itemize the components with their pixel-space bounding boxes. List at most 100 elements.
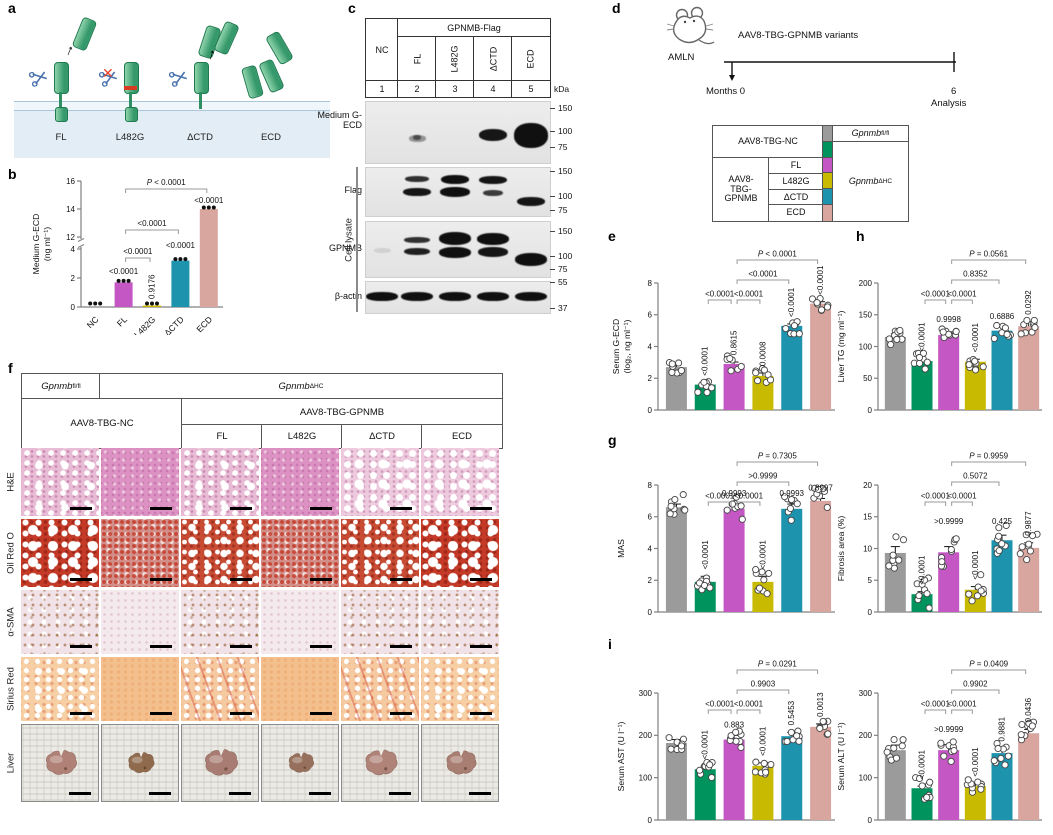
histology-tile-sma [421, 590, 499, 654]
scale-bar [310, 577, 332, 581]
protein-band [478, 129, 508, 141]
lane-header-dctd: ΔCTD [473, 36, 513, 82]
blocked-cleavage-x-icon: ✕ [102, 65, 114, 81]
kda-marker: 75 [558, 264, 568, 274]
histology-tile-sir [341, 657, 419, 721]
injection-label: AAV8-TBG-GPNMB variants [738, 30, 859, 41]
protein-band [403, 248, 431, 255]
svg-text:<0.0001: <0.0001 [918, 555, 927, 585]
svg-text:<0.0001: <0.0001 [701, 730, 710, 760]
svg-text:0: 0 [868, 816, 873, 825]
chart-liver-tg: Liver TG (mg ml⁻¹) 0 50 100 150 200 <0.0001 0.9… [830, 228, 1052, 433]
stain-label-sma: α-SMA [5, 607, 17, 637]
svg-text:100: 100 [859, 773, 873, 782]
genotype-cell-dhc: Gpnmb ΔHC [832, 141, 909, 222]
panel-c-western-blot: NC GPNMB-Flag FL L482G ΔCTD ECD 1 2 3 4 … [365, 18, 595, 318]
gpnmb-stem-shape [129, 92, 132, 107]
svg-text:<0.0001: <0.0001 [748, 270, 778, 279]
lane-header-nc: NC [365, 18, 399, 82]
svg-text:<0.0001: <0.0001 [947, 290, 977, 299]
chart-svg-i: Serum AST (U l⁻¹) 0 100 200 300 <0.0001 0.883 <… [616, 660, 835, 825]
scale-bar [70, 577, 92, 581]
chart-mas: MAS 0 2 4 6 8 <0.0001 0.9993 <0.0001 0.9993 0.8997… [610, 430, 845, 635]
svg-text:(ng ml⁻¹): (ng ml⁻¹) [42, 227, 52, 261]
scale-bar [390, 506, 412, 510]
svg-text:Serum ALT (U l⁻¹): Serum ALT (U l⁻¹) [836, 722, 846, 790]
scale-bar [389, 791, 411, 795]
chart-serum-ast: Serum AST (U l⁻¹) 0 100 200 300 <0.0001 0.883 <… [610, 638, 845, 835]
timeline [724, 52, 956, 81]
kda-tick [550, 256, 555, 257]
svg-text:14: 14 [66, 205, 75, 214]
kda-tick [550, 282, 555, 283]
svg-text:0.9998: 0.9998 [936, 315, 961, 324]
protein-band [476, 233, 510, 245]
histology-tile-oro [101, 519, 179, 587]
protein-band [439, 187, 471, 197]
svg-text:<0.0001: <0.0001 [921, 700, 951, 709]
kda-tick [550, 196, 555, 197]
lane-number: 4 [473, 80, 513, 98]
svg-text:<0.0001: <0.0001 [705, 492, 735, 501]
lane-number: 3 [435, 80, 475, 98]
svg-text:0.9176: 0.9176 [148, 274, 157, 299]
cell-lysate-label: Cell lysate [343, 218, 355, 262]
scale-bar [70, 711, 92, 715]
liver-photo-tile [181, 724, 259, 802]
scale-bar [309, 791, 331, 795]
svg-text:0.0436: 0.0436 [1024, 697, 1033, 722]
scissors-icon [28, 71, 47, 87]
svg-text:0.8615: 0.8615 [730, 330, 739, 355]
svg-text:P = 0.9959: P = 0.9959 [969, 452, 1008, 461]
kda-tick [550, 131, 555, 132]
svg-text:<0.0001: <0.0001 [137, 219, 167, 228]
scale-bar [70, 506, 92, 510]
protein-band [405, 176, 429, 182]
liver-photo-tile [21, 724, 99, 802]
svg-text:<0.0001: <0.0001 [123, 247, 153, 256]
scale-bar [390, 577, 412, 581]
svg-text:15: 15 [863, 513, 872, 522]
histology-tile-he [101, 448, 179, 516]
lane-header-l482g: L482G [435, 36, 475, 82]
svg-text:Serum G-ECD: Serum G-ECD [611, 319, 621, 374]
lane-header-fl: FL [397, 36, 437, 82]
f-header-dctd: ΔCTD [341, 424, 423, 449]
timeline-end-label: 6 [951, 86, 957, 97]
svg-text:P = 0.7305: P = 0.7305 [758, 452, 797, 461]
histology-tile-he [341, 448, 419, 516]
stain-label-oro: Oil Red O [5, 532, 17, 574]
kda-tick [550, 308, 555, 309]
protein-band [477, 247, 509, 257]
kda-tick [550, 231, 555, 232]
svg-text:MAS: MAS [616, 539, 626, 558]
svg-text:2: 2 [648, 374, 653, 383]
timeline-start-label: Months 0 [706, 86, 746, 97]
blot-label-bactin: β-actin [334, 291, 362, 301]
scale-bar [470, 711, 492, 715]
svg-text:Medium G-ECD: Medium G-ECD [31, 214, 41, 275]
svg-text:0: 0 [71, 303, 76, 312]
f-genotype-dhc: Gpnmb ΔHC [99, 373, 503, 400]
svg-text:<0.0001: <0.0001 [971, 323, 980, 353]
svg-text:5: 5 [868, 576, 873, 585]
svg-text:L482G: L482G [132, 314, 158, 335]
kda-unit-label: kDa [554, 84, 570, 94]
stain-label-he: H&E [5, 472, 17, 492]
blot-2 [365, 221, 551, 278]
kda-marker: 75 [558, 205, 568, 215]
blot-label-flag: Flag [344, 185, 362, 195]
group-cell-ecd: ECD [768, 204, 824, 223]
shedding-arrow-icon: ↑ [63, 41, 77, 60]
scissors-icon [168, 71, 187, 87]
chart-svg-b: Medium G-ECD (ng ml⁻¹) 0 2 4 12 14 16 NC FL L482G Δ… [31, 177, 224, 340]
svg-text:4: 4 [648, 544, 653, 553]
panel-letter-c: c [348, 0, 356, 16]
panel-letter-b: b [8, 166, 17, 182]
kda-tick [550, 171, 555, 172]
blot-label-medium-gecd: Medium G-ECD [317, 110, 362, 131]
panel-letter-g: g [608, 432, 617, 448]
svg-text:0.8997: 0.8997 [808, 483, 833, 492]
svg-text:200: 200 [639, 731, 653, 740]
svg-text:FL: FL [115, 314, 129, 328]
